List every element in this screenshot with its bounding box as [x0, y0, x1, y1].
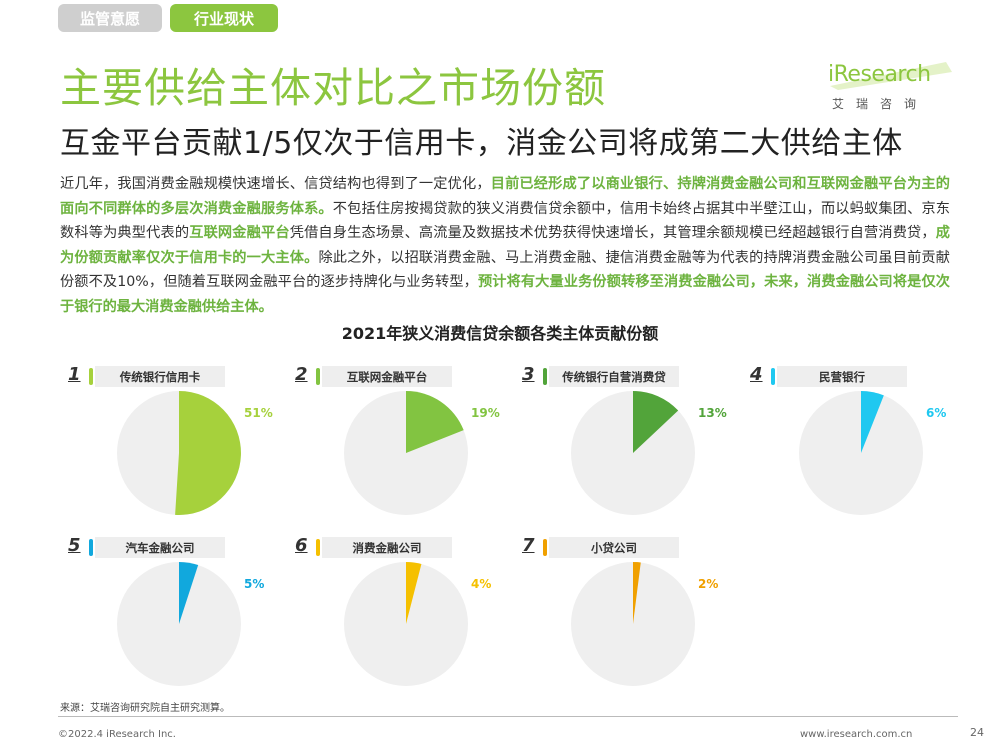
intro-highlight: 成为份额贡献率仅次于信用卡的一大主体。 [60, 225, 950, 266]
pie-value-label: 4% [471, 577, 492, 591]
tab-industry-status[interactable]: 行业现状 [170, 4, 278, 32]
pie-value-label: 6% [926, 406, 947, 420]
logo-swoosh-icon [830, 62, 952, 90]
category-label: 小贷公司 [549, 537, 679, 558]
pie-panel: 5 汽车金融公司 5% [68, 535, 298, 705]
pie-value-label: 13% [698, 406, 727, 420]
page-subtitle: 互金平台贡献1/5仅次于信用卡，消金公司将成第二大供给主体 [60, 126, 903, 161]
logo-cn: 艾瑞咨询 [832, 97, 929, 111]
category-color-bar [89, 368, 93, 385]
intro-highlight: 预计将有大量业务份额转移至消费金融公司，未来，消费金融公司将是仅次于银行的最大消… [60, 274, 950, 315]
category-label: 传统银行信用卡 [95, 366, 225, 387]
pie-chart [344, 391, 468, 515]
pie-panel: 1 传统银行信用卡 51% [68, 364, 298, 534]
pie-slice [406, 562, 422, 624]
intro-text: 不包括住房按揭贷款的狭义消费信贷余额中，信用卡始终占据其中半壁江山，而以蚂蚁集团… [60, 200, 950, 242]
footer-copyright: ©2022.4 iResearch Inc. [58, 729, 176, 740]
pie-chart [799, 391, 923, 515]
pie-chart [571, 562, 695, 686]
intro-paragraph: 近几年，我国消费金融规模快速增长、信贷结构也得到了一定优化，目前已经形成了以商业… [60, 172, 950, 319]
tab-regulatory-intent[interactable]: 监管意愿 [58, 4, 162, 32]
intro-highlight: 互联网金融平台 [189, 225, 290, 241]
category-label: 消费金融公司 [322, 537, 452, 558]
pie-slice [175, 391, 241, 515]
intro-text: 近几年，我国消费金融规模快速增长、信贷结构也得到了一定优化， [60, 176, 491, 192]
rank-number: 7 [522, 535, 535, 556]
logo-word: iResearch [828, 62, 931, 87]
pie-slice [633, 562, 641, 624]
category-label: 民营银行 [777, 366, 907, 387]
pie-slice [861, 391, 884, 453]
chart-title: 2021年狭义消费信贷余额各类主体贡献份额 [341, 324, 659, 343]
category-color-bar [543, 368, 547, 385]
pie-panel: 3 传统银行自营消费贷 13% [522, 364, 752, 534]
pie-chart [571, 391, 695, 515]
rank-number: 4 [750, 364, 763, 385]
category-color-bar [543, 539, 547, 556]
category-label: 互联网金融平台 [322, 366, 452, 387]
pie-chart [117, 562, 241, 686]
category-color-bar [771, 368, 775, 385]
pie-slice [633, 391, 679, 453]
pie-panel: 7 小贷公司 2% [522, 535, 752, 705]
pie-value-label: 19% [471, 406, 500, 420]
category-label: 传统银行自营消费贷 [549, 366, 679, 387]
footer-url[interactable]: www.iresearch.com.cn [800, 729, 913, 740]
intro-highlight: 目前已经形成了以商业银行、持牌消费金融公司和互联网金融平台为主的面向不同群体的多… [60, 176, 950, 217]
pie-chart [344, 562, 468, 686]
pie-panel: 4 民营银行 6% [750, 364, 980, 534]
category-color-bar [89, 539, 93, 556]
category-label: 汽车金融公司 [95, 537, 225, 558]
pie-slice [406, 391, 464, 453]
pie-value-label: 5% [244, 577, 265, 591]
iresearch-logo: iResearch 艾瑞咨询 [828, 56, 958, 116]
intro-text: 除此之外，以招联消费金融、马上消费金融、捷信消费金融等为代表的持牌消费金融公司虽… [60, 249, 950, 291]
pie-panel: 6 消费金融公司 4% [295, 535, 525, 705]
category-color-bar [316, 368, 320, 385]
rank-number: 2 [295, 364, 308, 385]
source-note: 来源：艾瑞咨询研究院自主研究测算。 [60, 703, 230, 714]
page-title: 主要供给主体对比之市场份额 [60, 64, 606, 112]
pie-value-label: 51% [244, 406, 273, 420]
rank-number: 1 [68, 364, 81, 385]
rank-number: 3 [522, 364, 535, 385]
page-number: 24 [970, 726, 984, 739]
rank-number: 6 [295, 535, 308, 556]
intro-text: 凭借自身生态场景、高流量及数据技术优势获得快速增长，其管理余额规模已经超越银行自… [289, 225, 936, 241]
pie-slice [179, 562, 199, 624]
rank-number: 5 [68, 535, 81, 556]
pie-chart [117, 391, 241, 515]
pie-panel: 2 互联网金融平台 19% [295, 364, 525, 534]
pie-value-label: 2% [698, 577, 719, 591]
footer-divider [58, 716, 958, 717]
category-color-bar [316, 539, 320, 556]
